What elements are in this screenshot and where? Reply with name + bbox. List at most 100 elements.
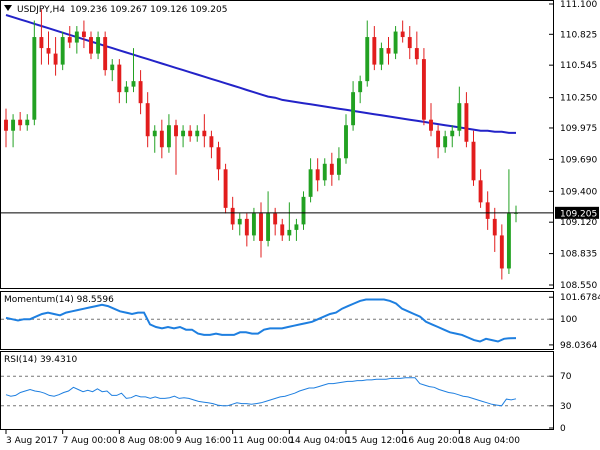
time-tick-label: 16 Aug 20:00 [403,436,464,446]
bull-candle [110,59,115,82]
bull-candle [195,125,200,142]
momentum-label: Momentum(14) 98.5596 [4,295,114,305]
candle-body [237,218,242,225]
rsi-pane[interactable]: 70 30 0 RSI(14) 39.4310 [0,351,572,435]
momentum-pane-frame [0,291,554,350]
candle-body [216,147,221,170]
bull-candle [152,125,157,153]
candle-body [159,130,164,148]
rsi-tick-label: 70 [560,372,572,382]
candle-body [60,37,65,65]
candle-body [478,180,483,203]
candle-body [471,141,476,181]
bear-candle [46,31,51,65]
candle-body [407,37,412,49]
bull-candle [294,218,299,241]
bear-candle [138,70,143,115]
momentum-pane[interactable]: 101.6784 100 98.0364 Momentum(14) 98.5596 [0,291,600,351]
candle-body [251,213,256,236]
bear-candle [414,31,419,65]
time-tick-label: 18 Aug 04:00 [459,436,520,446]
candle-body [259,213,263,241]
rsi-tick-label: 30 [560,402,572,412]
price-tick-label: 109.120 [560,218,597,228]
price-tick-label: 110.545 [560,61,597,71]
candle-body [81,31,86,38]
candle-body [499,235,504,269]
bull-candle [457,86,462,137]
candle-body [188,130,193,137]
bull-candle [251,207,256,241]
bear-candle [478,169,483,208]
bull-candle [96,31,101,60]
bear-candle [103,31,108,76]
rsi-axis-ticks: 70 30 0 [1,372,572,434]
price-tick-label: 109.975 [560,124,597,134]
symbol-header: USDJPY,H4 109.236 109.267 109.126 109.20… [4,5,227,15]
bear-candle [159,119,164,159]
candle-body [181,130,186,137]
price-tick-label: 109.690 [560,155,597,165]
momentum-axis-ticks: 101.6784 100 98.0364 [1,293,600,351]
bull-candle [443,130,448,153]
candle-body [379,48,384,65]
bear-candle [4,108,8,148]
candle-body [485,202,490,219]
momentum-tick-label: 100 [560,315,577,325]
candle-body [266,213,271,241]
candle-body [11,119,16,131]
bear-candle [223,163,228,214]
time-tick-label: 14 Aug 04:00 [289,436,350,446]
bear-candle [499,224,504,280]
candle-body [351,92,356,126]
momentum-polyline [5,298,517,343]
bear-candle [386,37,391,65]
price-tick-label: 109.400 [560,187,597,197]
ohlc-values: 109.236 109.267 109.126 109.205 [70,5,227,15]
candle-body [25,119,30,126]
candle-body [308,169,313,197]
candle-body [18,119,23,126]
candle-body [202,130,207,137]
candle-body [421,59,426,120]
candle-body [492,218,497,236]
candle-body [4,119,8,131]
current-price-tag-text: 109.205 [560,209,597,219]
candle-body [195,130,200,137]
candle-body [315,169,320,181]
bull-candle [450,125,455,148]
bear-candle [400,20,405,43]
rsi-tick-label: 0 [560,424,566,434]
bear-candle [259,202,263,258]
candle-body [294,224,299,230]
candle-body [39,37,44,49]
candle-body [110,64,115,71]
bull-candle [32,20,37,126]
symbol-title: USDJPY,H4 [17,5,65,15]
candle-body [103,37,108,71]
candle-body [443,136,448,148]
rsi-pane-frame [0,351,554,430]
candle-body [209,136,214,148]
candle-body [273,213,278,225]
candle-body [230,207,235,225]
candle-body [46,48,51,54]
candle-body [32,37,37,120]
price-axis-ticks: 111.100 110.825 110.545 110.250 109.975 109.6… [549,0,597,291]
candle-body [53,53,58,65]
bear-candle [53,37,58,76]
triangle-down-icon[interactable] [4,5,12,11]
time-tick-label: 3 Aug 2017 [6,436,58,446]
time-tick-label: 15 Aug 12:00 [346,436,407,446]
price-pane[interactable]: 111.100 110.825 110.545 110.250 109.975 109.6… [0,0,600,291]
bear-candle [280,218,285,241]
time-tick-label: 8 Aug 08:00 [119,436,174,446]
bear-candle [174,119,178,175]
bear-candle [89,31,93,60]
candle-body [393,31,398,54]
candle-body [450,130,455,137]
candle-body [280,224,285,236]
candle-body [174,125,178,137]
candle-body [457,103,462,131]
